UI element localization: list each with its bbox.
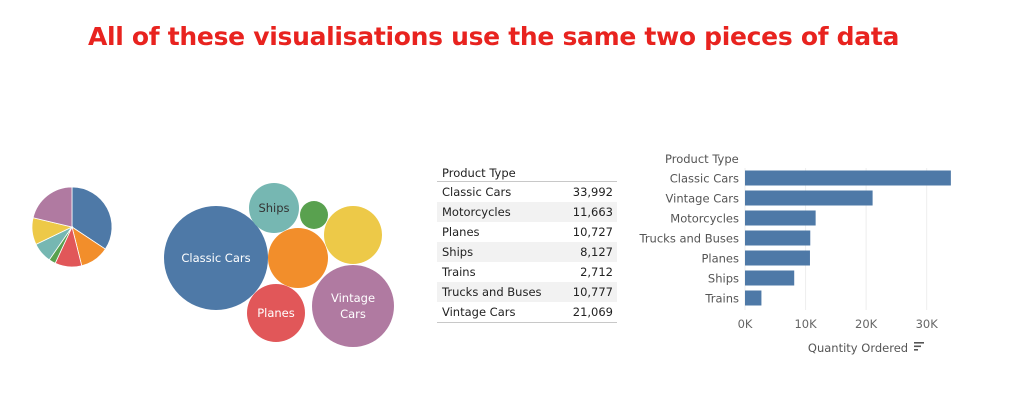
table-cell-value: 8,127 xyxy=(580,245,613,259)
bubble-label: Planes xyxy=(257,306,295,320)
table-row: Motorcycles 11,663 xyxy=(437,202,617,222)
bar-vintage-cars[interactable] xyxy=(745,190,873,206)
table-header: Product Type xyxy=(437,165,617,182)
bubble-vintage-cars[interactable] xyxy=(312,265,394,347)
table-row: Trucks and Buses 10,777 xyxy=(437,282,617,302)
bubble-label: Vintage Cars xyxy=(331,291,375,321)
bubble-label: Classic Cars xyxy=(181,251,250,265)
table-cell-label: Trucks and Buses xyxy=(442,285,542,299)
bar-category-label: Vintage Cars xyxy=(666,192,739,206)
table-cell-value: 11,663 xyxy=(572,205,613,219)
table-row: Trains 2,712 xyxy=(437,262,617,282)
bar-category-label: Classic Cars xyxy=(670,172,739,186)
table-cell-label: Planes xyxy=(442,225,480,239)
bar-category-label: Ships xyxy=(708,272,739,286)
x-axis-title: Quantity Ordered xyxy=(808,341,908,355)
bubble-chart[interactable]: Classic Cars Vintage Cars Planes Ships xyxy=(164,183,394,347)
table-cell-value: 21,069 xyxy=(572,305,613,319)
bar-category-label: Trains xyxy=(704,292,739,306)
sort-icon[interactable] xyxy=(914,342,924,351)
table-body: Classic Cars 33,992 Motorcycles 11,663 Plane… xyxy=(437,182,617,323)
table-row: Classic Cars 33,992 xyxy=(437,182,617,202)
pie-chart[interactable] xyxy=(31,186,113,268)
bubble-ships[interactable] xyxy=(249,183,299,233)
bar-category-label: Trucks and Buses xyxy=(638,232,739,246)
table-cell-label: Motorcycles xyxy=(442,205,511,219)
bubble-trucks-and-buses[interactable] xyxy=(324,206,382,264)
table-cell-label: Classic Cars xyxy=(442,185,512,199)
x-tick-label: 10K xyxy=(794,317,817,331)
bar-ships[interactable] xyxy=(745,270,795,286)
table-cell-label: Ships xyxy=(442,245,474,259)
pie-slice-vintage-cars[interactable] xyxy=(32,186,73,228)
bubble-classic-cars[interactable] xyxy=(164,206,268,310)
table-cell-value: 2,712 xyxy=(580,265,613,279)
bar-planes[interactable] xyxy=(745,250,810,266)
table-cell-value: 33,992 xyxy=(572,185,613,199)
bar-chart[interactable]: Product Type 0K 10K 20K 30K Classic Cars Vinta… xyxy=(638,152,951,355)
data-table: Product Type Classic Cars 33,992 Motorcycl… xyxy=(437,165,617,323)
x-tick-label: 0K xyxy=(738,317,753,331)
bar-axis-header: Product Type xyxy=(665,152,739,166)
table-row: Ships 8,127 xyxy=(437,242,617,262)
table-row: Planes 10,727 xyxy=(437,222,617,242)
bubble-trains[interactable] xyxy=(300,201,328,229)
bubble-motorcycles[interactable] xyxy=(268,228,328,288)
table-cell-value: 10,727 xyxy=(572,225,613,239)
table-cell-label: Vintage Cars xyxy=(442,305,516,319)
bubble-label: Ships xyxy=(258,201,289,215)
bar-classic-cars[interactable] xyxy=(745,170,951,186)
x-tick-label: 30K xyxy=(916,317,939,331)
bubble-planes[interactable] xyxy=(247,284,305,342)
bar-trains[interactable] xyxy=(745,290,762,306)
bar-category-label: Planes xyxy=(701,252,739,266)
bar-category-label: Motorcycles xyxy=(670,212,739,226)
table-cell-value: 10,777 xyxy=(572,285,613,299)
table-row: Vintage Cars 21,069 xyxy=(437,302,617,322)
headline: All of these visualisations use the same… xyxy=(87,22,900,51)
bar-trucks-and-buses[interactable] xyxy=(745,230,811,246)
x-tick-label: 20K xyxy=(855,317,878,331)
bar-motorcycles[interactable] xyxy=(745,210,816,226)
table-cell-label: Trains xyxy=(442,265,476,279)
